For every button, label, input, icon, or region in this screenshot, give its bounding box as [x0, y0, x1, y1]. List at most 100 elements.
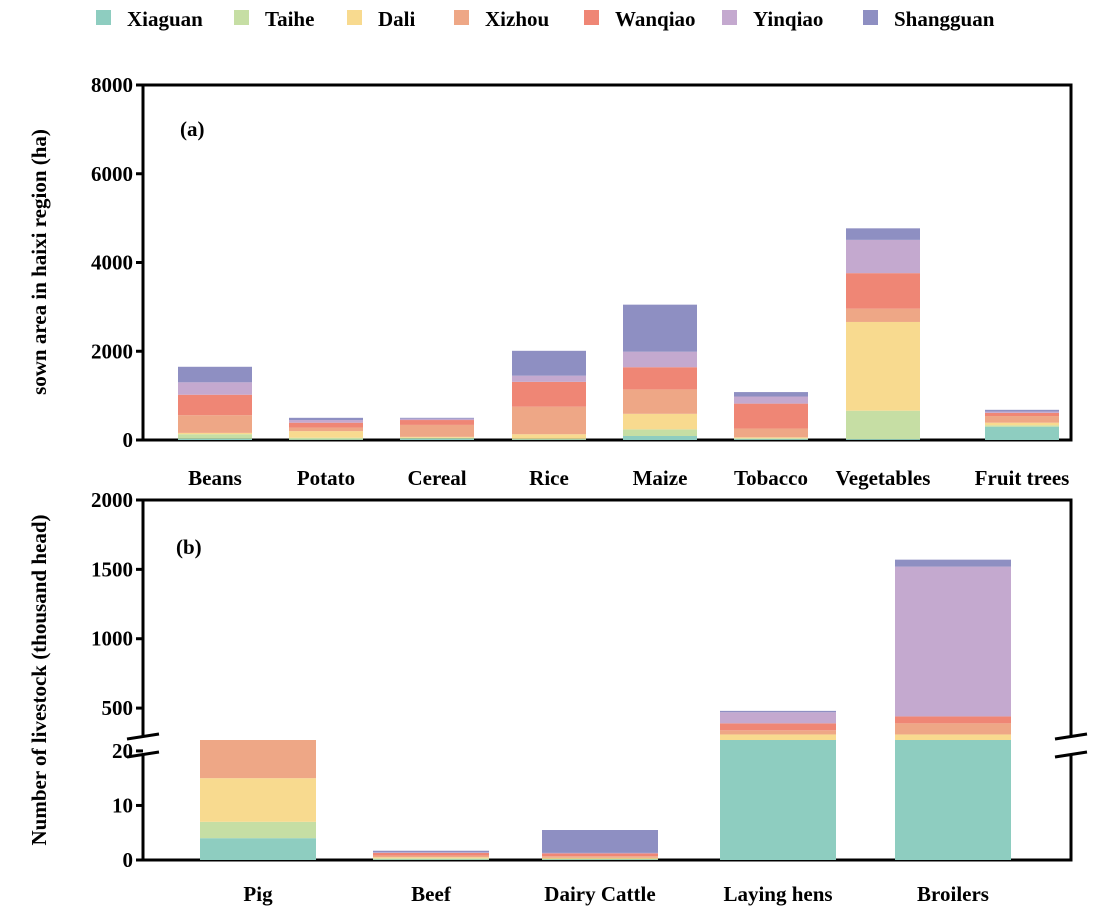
bar-segment-rice-shangguan — [512, 351, 586, 376]
bar-segment-broilers-shangguan — [895, 560, 1011, 567]
bar-segment-potato-taihe — [289, 438, 363, 440]
panel-a-xtick-label: Rice — [529, 466, 569, 490]
bar-segment-dairy-cattle-wanqiao — [542, 853, 658, 856]
bar-segment-cereal-yinqiao — [400, 419, 474, 420]
bar-segment-rice-wanqiao — [512, 382, 586, 407]
bar-segment-tobacco-wanqiao — [734, 404, 808, 429]
panel-a-ytick-label: 2000 — [91, 339, 133, 363]
legend-swatch-xiaguan — [96, 10, 111, 25]
bar-segment-tobacco-xiaguan — [734, 439, 808, 440]
legend-swatch-taihe — [234, 10, 249, 25]
bar-segment-beans-dali — [178, 433, 252, 434]
bar-segment-potato-xizhou — [289, 428, 363, 432]
bar-segment-cereal-xiaguan — [400, 439, 474, 440]
bar-segment-cereal-dali — [400, 437, 474, 438]
bar-segment-fruit-trees-xizhou — [985, 416, 1059, 423]
panel-a-ytick-label: 4000 — [91, 251, 133, 275]
bar-segment-dairy-cattle-dali — [542, 858, 658, 859]
panel-a-xtick-label: Maize — [633, 466, 688, 490]
bar-segment-vegetables-xizhou — [846, 309, 920, 322]
bar-segment-broilers-xiaguan — [895, 740, 1011, 860]
bar-segment-cereal-taihe — [400, 438, 474, 439]
bar-segment-beef-yinqiao — [373, 852, 489, 853]
panel-b-ytick-label: 1000 — [91, 627, 133, 651]
bar-segment-broilers-xizhou — [895, 723, 1011, 734]
legend-label-wanqiao: Wanqiao — [615, 7, 696, 31]
bar-segment-cereal-shangguan — [400, 418, 474, 419]
bar-segment-vegetables-yinqiao — [846, 240, 920, 273]
bar-segment-beef-taihe — [373, 858, 489, 859]
panel-b-ytick-label: 10 — [112, 793, 133, 817]
bar-segment-beans-wanqiao — [178, 395, 252, 415]
bar-segment-pig-xiaguan — [200, 838, 316, 860]
bar-segment-laying-hens-shangguan — [720, 711, 836, 712]
bar-segment-tobacco-dali — [734, 437, 808, 438]
legend-label-xiaguan: Xiaguan — [127, 7, 203, 31]
bar-segment-maize-dali — [623, 414, 697, 430]
panel-b-ytick-label: 0 — [123, 848, 134, 872]
panel-a-xtick-label: Vegetables — [836, 466, 931, 490]
bar-segment-fruit-trees-wanqiao — [985, 413, 1059, 416]
panel-a-xtick-label: Tobacco — [734, 466, 808, 490]
bar-segment-vegetables-wanqiao — [846, 273, 920, 309]
bar-segment-pig-dali — [200, 778, 316, 822]
panel-a-xtick-label: Potato — [297, 466, 355, 490]
panel-a-bars — [178, 228, 1059, 440]
bar-segment-tobacco-yinqiao — [734, 397, 808, 404]
bar-segment-tobacco-shangguan — [734, 392, 808, 396]
legend-swatch-xizhou — [454, 10, 469, 25]
bar-segment-fruit-trees-xiaguan — [985, 427, 1059, 440]
legend-swatch-wanqiao — [584, 10, 599, 25]
bar-segment-laying-hens-xizhou — [720, 730, 836, 734]
bar-segment-cereal-wanqiao — [400, 420, 474, 425]
panel-b-ytick-label: 2000 — [91, 488, 133, 512]
bar-segment-beef-dali — [373, 857, 489, 858]
panel-b-ytick-label: 1500 — [91, 557, 133, 581]
bar-segment-pig-xizhou — [200, 740, 316, 778]
bar-segment-cereal-xizhou — [400, 425, 474, 437]
bar-segment-maize-wanqiao — [623, 367, 697, 389]
bar-segment-potato-shangguan — [289, 418, 363, 420]
bar-segment-maize-yinqiao — [623, 352, 697, 368]
bar-segment-laying-hens-xiaguan — [720, 740, 836, 860]
bar-segment-rice-xizhou — [512, 407, 586, 435]
legend-label-dali: Dali — [378, 7, 416, 31]
bar-segment-fruit-trees-yinqiao — [985, 412, 1059, 413]
legend-swatch-yinqiao — [722, 10, 737, 25]
bar-segment-laying-hens-dali — [720, 734, 836, 740]
bar-segment-maize-taihe — [623, 429, 697, 436]
bar-segment-rice-taihe — [512, 439, 586, 440]
legend-swatch-shangguan — [863, 10, 878, 25]
bar-segment-vegetables-taihe — [846, 411, 920, 439]
bar-segment-potato-dali — [289, 431, 363, 438]
panel-b-xtick-label: Broilers — [917, 882, 989, 906]
bar-segment-broilers-yinqiao — [895, 567, 1011, 717]
bar-segment-fruit-trees-taihe — [985, 425, 1059, 426]
bar-segment-beans-yinqiao — [178, 382, 252, 394]
panel-b: (b) Number of livestock (thousand head) … — [27, 488, 1087, 906]
panel-a-ytick-label: 8000 — [91, 73, 133, 97]
bar-segment-fruit-trees-dali — [985, 423, 1059, 426]
bar-segment-beef-xizhou — [373, 856, 489, 858]
bar-segment-dairy-cattle-shangguan — [542, 830, 658, 853]
panel-b-xtick-label: Pig — [243, 882, 273, 906]
bar-segment-beans-xiaguan — [178, 439, 252, 440]
panel-a-xtick-label: Fruit trees — [975, 466, 1070, 490]
panel-a-label: (a) — [180, 117, 205, 141]
bar-segment-dairy-cattle-yinqiao — [542, 853, 658, 854]
bar-segment-fruit-trees-shangguan — [985, 410, 1059, 412]
bar-segment-beans-xizhou — [178, 415, 252, 433]
panel-b-xtick-label: Laying hens — [723, 882, 832, 906]
bar-segment-potato-yinqiao — [289, 420, 363, 423]
bar-segment-rice-yinqiao — [512, 376, 586, 382]
bar-segment-dairy-cattle-xiaguan — [542, 859, 658, 860]
bar-segment-laying-hens-wanqiao — [720, 723, 836, 730]
panel-a-frame — [143, 85, 1071, 440]
bar-segment-dairy-cattle-taihe — [542, 859, 658, 860]
bar-segment-tobacco-taihe — [734, 438, 808, 439]
bar-segment-beef-shangguan — [373, 851, 489, 853]
